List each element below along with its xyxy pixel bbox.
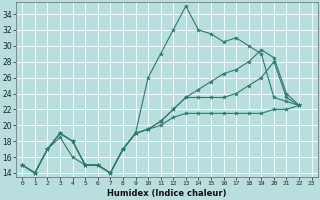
X-axis label: Humidex (Indice chaleur): Humidex (Indice chaleur): [107, 189, 227, 198]
